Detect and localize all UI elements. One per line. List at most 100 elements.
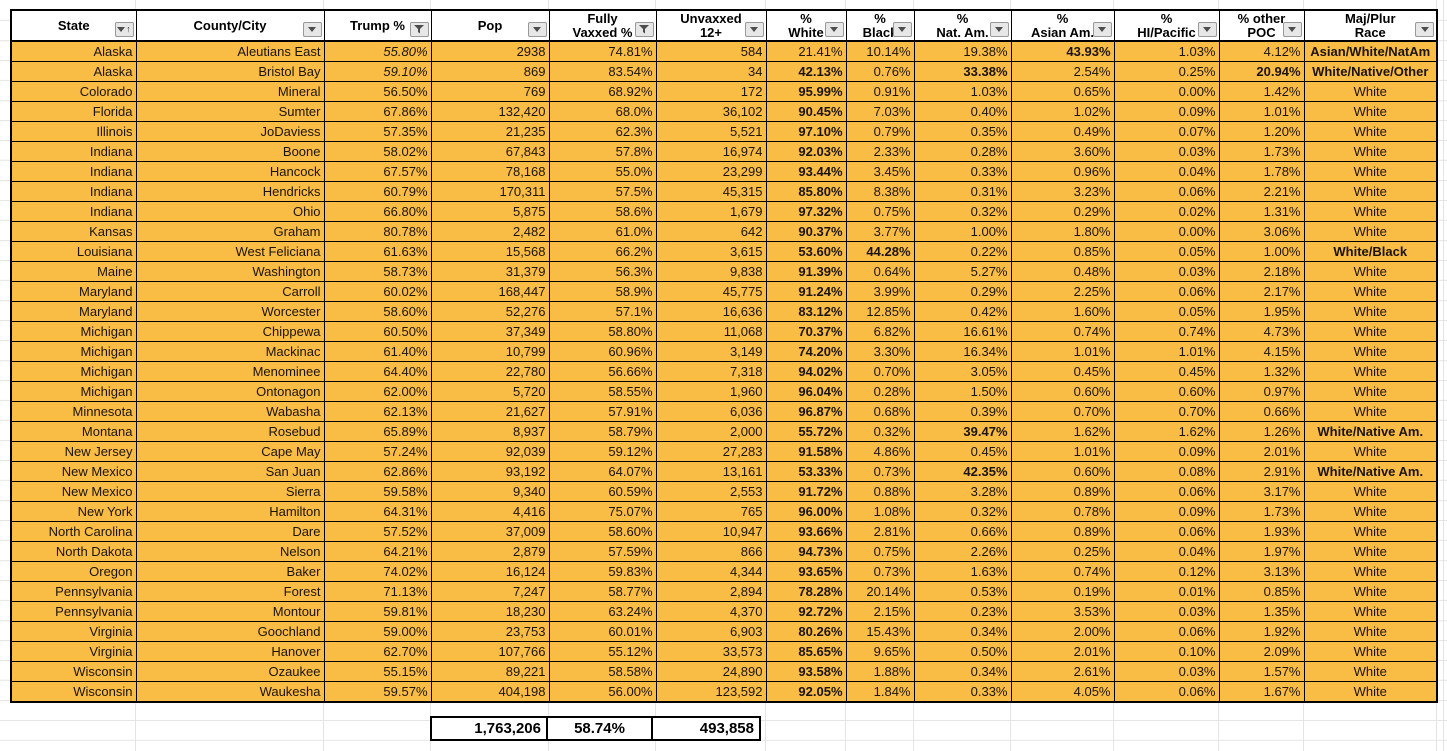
cell-pop[interactable]: 37,009 [430, 521, 550, 542]
cell-pct_hi_pacific[interactable]: 0.09% [1113, 441, 1220, 462]
cell-pct_nat_am[interactable]: 0.40% [913, 101, 1012, 122]
cell-fully_vaxxed_pct[interactable]: 56.00% [548, 681, 657, 703]
cell-pct_hi_pacific[interactable]: 0.03% [1113, 601, 1220, 622]
cell-unvaxxed_12plus[interactable]: 23,299 [655, 161, 767, 182]
cell-unvaxxed_12plus[interactable]: 45,775 [655, 281, 767, 302]
cell-pct_hi_pacific[interactable]: 0.06% [1113, 281, 1220, 302]
cell-unvaxxed_12plus[interactable]: 36,102 [655, 101, 767, 122]
cell-pop[interactable]: 89,221 [430, 661, 550, 682]
cell-pct_black[interactable]: 3.99% [845, 281, 915, 302]
cell-pct_other_poc[interactable]: 2.21% [1218, 181, 1305, 202]
cell-maj_plur_race[interactable]: White [1303, 481, 1438, 502]
cell-state[interactable]: Indiana [10, 181, 137, 202]
cell-pop[interactable]: 18,230 [430, 601, 550, 622]
cell-pct_hi_pacific[interactable]: 0.08% [1113, 461, 1220, 482]
cell-pct_other_poc[interactable]: 1.01% [1218, 101, 1305, 122]
cell-unvaxxed_12plus[interactable]: 6,903 [655, 621, 767, 642]
cell-county[interactable]: Cape May [135, 441, 325, 462]
cell-pct_hi_pacific[interactable]: 0.25% [1113, 61, 1220, 82]
cell-pct_black[interactable]: 7.03% [845, 101, 915, 122]
cell-fully_vaxxed_pct[interactable]: 58.55% [548, 381, 657, 402]
cell-unvaxxed_12plus[interactable]: 765 [655, 501, 767, 522]
cell-maj_plur_race[interactable]: White/Native/Other [1303, 61, 1438, 82]
cell-fully_vaxxed_pct[interactable]: 58.60% [548, 521, 657, 542]
cell-unvaxxed_12plus[interactable]: 5,521 [655, 121, 767, 142]
cell-unvaxxed_12plus[interactable]: 584 [655, 40, 767, 62]
cell-maj_plur_race[interactable]: White [1303, 601, 1438, 622]
cell-pop[interactable]: 2,879 [430, 541, 550, 562]
cell-unvaxxed_12plus[interactable]: 27,283 [655, 441, 767, 462]
cell-pop[interactable]: 168,447 [430, 281, 550, 302]
cell-pct_other_poc[interactable]: 1.20% [1218, 121, 1305, 142]
cell-trump_pct[interactable]: 71.13% [323, 581, 432, 602]
filter-button-pct_white[interactable] [824, 22, 844, 37]
cell-county[interactable]: San Juan [135, 461, 325, 482]
cell-pct_black[interactable]: 4.86% [845, 441, 915, 462]
cell-pct_hi_pacific[interactable]: 0.09% [1113, 101, 1220, 122]
column-header-county[interactable]: County/City [135, 9, 325, 42]
cell-fully_vaxxed_pct[interactable]: 56.3% [548, 261, 657, 282]
cell-pct_hi_pacific[interactable]: 0.00% [1113, 81, 1220, 102]
cell-maj_plur_race[interactable]: White [1303, 81, 1438, 102]
cell-fully_vaxxed_pct[interactable]: 59.83% [548, 561, 657, 582]
cell-pct_nat_am[interactable]: 19.38% [913, 40, 1012, 62]
cell-pct_asian_am[interactable]: 0.25% [1010, 541, 1115, 562]
cell-pct_nat_am[interactable]: 1.00% [913, 221, 1012, 242]
cell-state[interactable]: Illinois [10, 121, 137, 142]
cell-maj_plur_race[interactable]: White [1303, 321, 1438, 342]
cell-state[interactable]: New Jersey [10, 441, 137, 462]
cell-pct_nat_am[interactable]: 33.38% [913, 61, 1012, 82]
cell-fully_vaxxed_pct[interactable]: 66.2% [548, 241, 657, 262]
cell-pct_other_poc[interactable]: 1.73% [1218, 501, 1305, 522]
cell-pct_nat_am[interactable]: 0.66% [913, 521, 1012, 542]
cell-pct_black[interactable]: 0.28% [845, 381, 915, 402]
cell-state[interactable]: Indiana [10, 161, 137, 182]
cell-pct_other_poc[interactable]: 0.66% [1218, 401, 1305, 422]
cell-state[interactable]: New York [10, 501, 137, 522]
cell-pct_black[interactable]: 10.14% [845, 40, 915, 62]
cell-pct_black[interactable]: 2.15% [845, 601, 915, 622]
cell-pct_other_poc[interactable]: 3.06% [1218, 221, 1305, 242]
cell-trump_pct[interactable]: 59.10% [323, 61, 432, 82]
cell-fully_vaxxed_pct[interactable]: 55.12% [548, 641, 657, 662]
cell-pct_asian_am[interactable]: 3.60% [1010, 141, 1115, 162]
cell-unvaxxed_12plus[interactable]: 9,838 [655, 261, 767, 282]
cell-pct_black[interactable]: 0.64% [845, 261, 915, 282]
cell-county[interactable]: Aleutians East [135, 40, 325, 62]
cell-pct_white[interactable]: 97.10% [765, 121, 847, 142]
cell-pct_nat_am[interactable]: 0.33% [913, 161, 1012, 182]
cell-fully_vaxxed_pct[interactable]: 75.07% [548, 501, 657, 522]
cell-pct_nat_am[interactable]: 0.22% [913, 241, 1012, 262]
cell-trump_pct[interactable]: 60.79% [323, 181, 432, 202]
cell-pop[interactable]: 67,843 [430, 141, 550, 162]
cell-pop[interactable]: 23,753 [430, 621, 550, 642]
cell-fully_vaxxed_pct[interactable]: 60.96% [548, 341, 657, 362]
cell-state[interactable]: Wisconsin [10, 681, 137, 703]
cell-state[interactable]: Pennsylvania [10, 601, 137, 622]
cell-pct_asian_am[interactable]: 0.96% [1010, 161, 1115, 182]
cell-county[interactable]: Graham [135, 221, 325, 242]
cell-fully_vaxxed_pct[interactable]: 68.0% [548, 101, 657, 122]
cell-pct_other_poc[interactable]: 3.17% [1218, 481, 1305, 502]
cell-pop[interactable]: 2,482 [430, 221, 550, 242]
cell-fully_vaxxed_pct[interactable]: 58.58% [548, 661, 657, 682]
cell-pct_hi_pacific[interactable]: 0.06% [1113, 481, 1220, 502]
cell-county[interactable]: Waukesha [135, 681, 325, 703]
cell-state[interactable]: North Dakota [10, 541, 137, 562]
cell-county[interactable]: Carroll [135, 281, 325, 302]
cell-maj_plur_race[interactable]: White [1303, 101, 1438, 122]
cell-county[interactable]: Worcester [135, 301, 325, 322]
cell-unvaxxed_12plus[interactable]: 16,636 [655, 301, 767, 322]
cell-fully_vaxxed_pct[interactable]: 57.1% [548, 301, 657, 322]
cell-trump_pct[interactable]: 60.02% [323, 281, 432, 302]
cell-fully_vaxxed_pct[interactable]: 58.6% [548, 201, 657, 222]
cell-pct_white[interactable]: 80.26% [765, 621, 847, 642]
cell-county[interactable]: West Feliciana [135, 241, 325, 262]
cell-pct_hi_pacific[interactable]: 0.09% [1113, 501, 1220, 522]
cell-unvaxxed_12plus[interactable]: 1,679 [655, 201, 767, 222]
cell-unvaxxed_12plus[interactable]: 24,890 [655, 661, 767, 682]
cell-county[interactable]: Forest [135, 581, 325, 602]
cell-pct_asian_am[interactable]: 1.80% [1010, 221, 1115, 242]
cell-maj_plur_race[interactable]: Asian/White/NatAm [1303, 40, 1438, 62]
cell-pct_hi_pacific[interactable]: 0.03% [1113, 261, 1220, 282]
